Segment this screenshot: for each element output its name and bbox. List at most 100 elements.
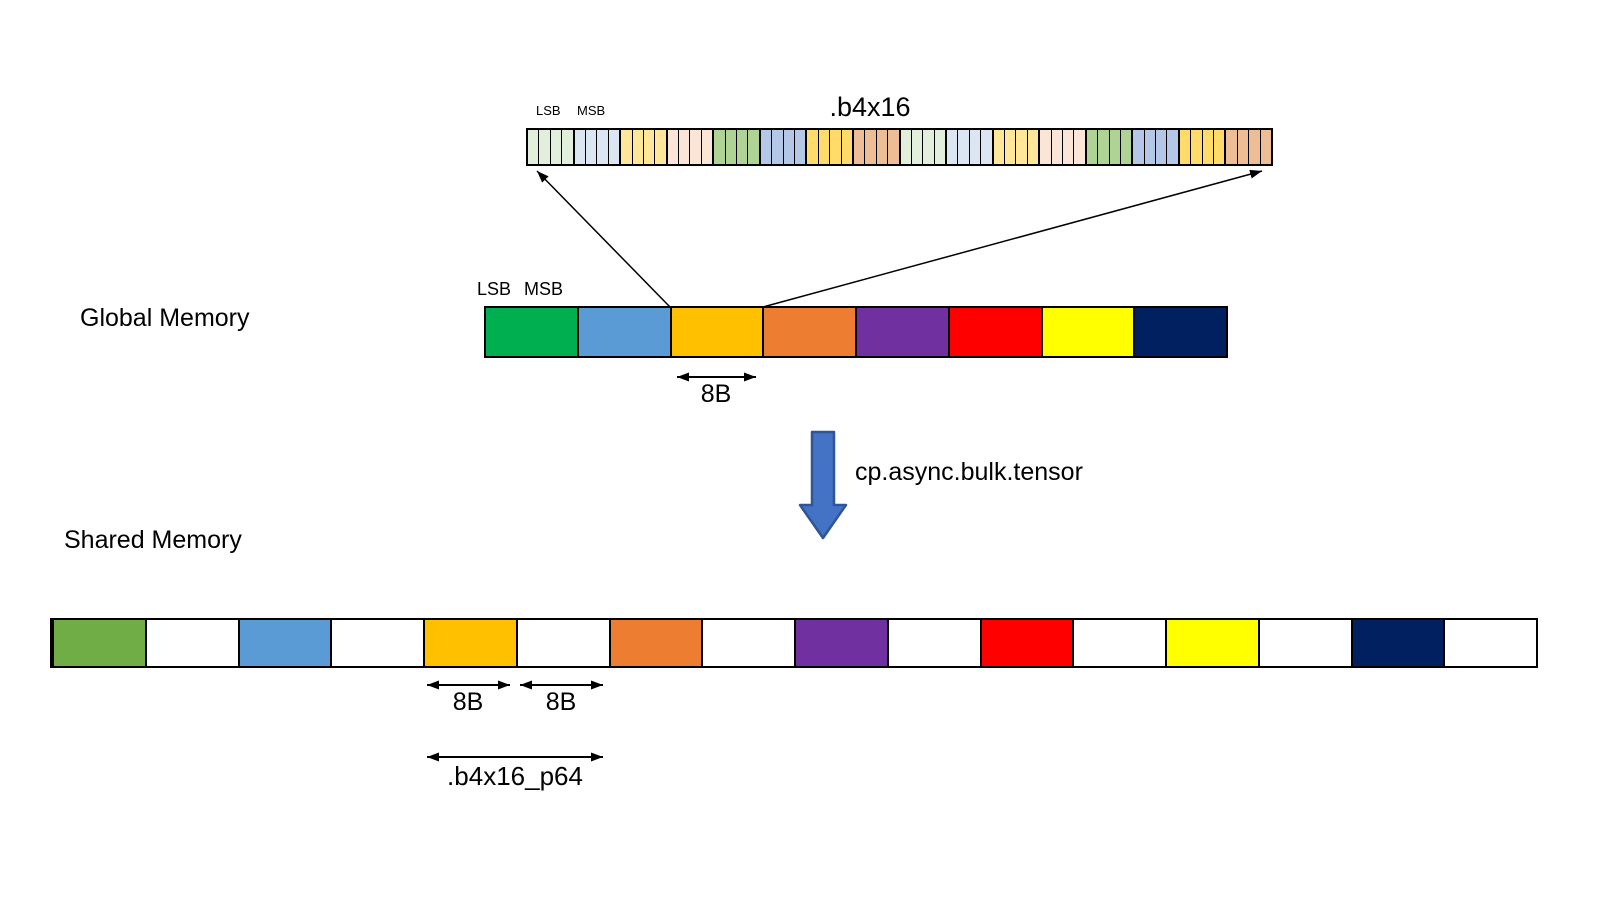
nibble-cell [947,130,959,164]
nibble-cell [608,130,620,164]
shared-memory-padding-cell [1259,620,1351,666]
nibble-group [714,130,761,164]
nibble-cell [1249,130,1261,164]
instruction-label: cp.async.bulk.tensor [855,458,1083,486]
shared-memory-bar [50,618,1538,668]
nibble-cell [1202,130,1215,164]
nibble-group [900,130,948,164]
global-memory-cell [671,308,765,356]
nibble-cell [911,130,924,164]
nibble-cell [865,130,877,164]
nibble-cell [1098,130,1110,164]
nibble-cell [1040,130,1052,164]
nibble-cell [888,130,899,164]
nibble-cell [597,130,609,164]
nibble-cell [574,130,586,164]
pair-stride-label: .b4x16_p64 [447,761,583,791]
nibble-cell [701,130,713,164]
nibble-group [947,130,994,164]
nibble-cell [1156,130,1168,164]
nibble-cell [772,130,784,164]
nibble-group [993,130,1041,164]
nibble-group [621,130,668,164]
zoom-connector-right [762,169,1263,308]
shared-memory-data-cell [794,620,889,666]
nibble-cell [725,130,738,164]
nibble-cell [841,130,852,164]
expanded-bar-lsb-label: LSB [536,103,561,118]
nibble-group [807,130,854,164]
nibble-cell [1144,130,1157,164]
global-memory-cell [1135,308,1226,356]
nibble-cell [794,130,806,164]
nibble-cell [853,130,866,164]
nibble-cell [1086,130,1099,164]
nibble-cell [1133,130,1145,164]
nibble-group [667,130,715,164]
nibble-cell [969,130,982,164]
nibble-group [1179,130,1227,164]
nibble-group [853,130,901,164]
shared-memory-data-cell [979,620,1075,666]
nibble-cell [632,130,644,164]
shared-memory-padding-cell [1445,620,1536,666]
global-memory-cell [486,308,579,356]
nibble-cell [550,130,563,164]
nibble-cell [655,130,666,164]
nibble-cell [621,130,633,164]
shared-memory-data-cell [423,620,518,666]
global-memory-lsb-label: LSB [477,279,512,299]
nibble-cell [690,130,702,164]
shared-memory-padding-cell [1074,620,1165,666]
global-memory-cell [857,308,950,356]
nibble-cell [981,130,992,164]
nibble-cell [714,130,726,164]
global-memory-cell [949,308,1043,356]
nibble-cell [1191,130,1203,164]
nibble-cell [1167,130,1178,164]
shared-memory-data-cell [237,620,333,666]
nibble-cell [1260,130,1271,164]
nibble-group [528,130,575,164]
nibble-cell [737,130,749,164]
nibble-cell [760,130,773,164]
nibble-cell [1016,130,1028,164]
nibble-group [1226,130,1271,164]
nibble-cell [993,130,1006,164]
copy-down-arrow-icon [798,430,848,540]
nibble-cell [748,130,759,164]
shared-memory-padding-cell [703,620,794,666]
nibble-cell [807,130,819,164]
nibble-cell [923,130,935,164]
nibble-cell [539,130,551,164]
nibble-cell [528,130,540,164]
nibble-group [1133,130,1180,164]
shared-memory-padding-cell [888,620,980,666]
nibble-cell [934,130,946,164]
nibble-cell [585,130,598,164]
expanded-bar-msb-label: MSB [577,103,606,118]
shared-memory-data-cell [1165,620,1260,666]
nibble-cell [643,130,656,164]
shared-data-chunk-label: 8B [452,688,484,716]
shared-memory-padding-cell [517,620,609,666]
nibble-cell [1051,130,1063,164]
nibble-group [574,130,622,164]
shared-memory-data-cell [1350,620,1446,666]
nibble-group [760,130,808,164]
global-memory-cell [578,308,672,356]
nibble-cell [818,130,831,164]
global-memory-cell [764,308,857,356]
global-memory-cell [1042,308,1136,356]
nibble-cell [1226,130,1238,164]
nibble-cell [1179,130,1192,164]
shared-memory-data-cell [608,620,704,666]
global-memory-msb-label: MSB [524,279,564,299]
expanded-bit-bar [526,128,1273,166]
nibble-cell [562,130,573,164]
nibble-cell [876,130,889,164]
global-memory-bar [484,306,1228,358]
nibble-cell [1027,130,1039,164]
shared-memory-label: Shared Memory [64,526,242,554]
